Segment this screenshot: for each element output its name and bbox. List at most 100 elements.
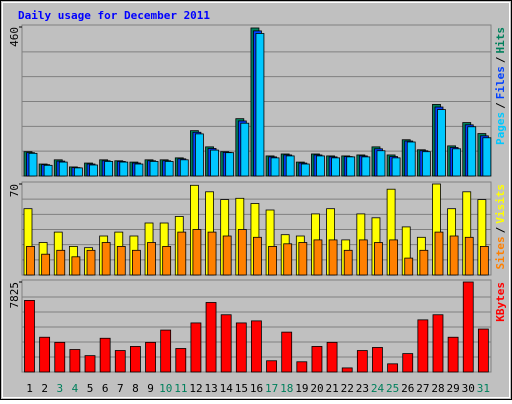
x-tick-label: 13 [204, 382, 217, 395]
bar [268, 245, 277, 276]
bar [251, 320, 262, 373]
x-tick-label: 2 [41, 382, 48, 395]
bar [298, 242, 308, 276]
x-tick-label: 4 [72, 382, 79, 395]
legend-entry: Hits [494, 27, 507, 54]
bar [71, 256, 81, 276]
bar [356, 350, 368, 373]
bar [402, 353, 414, 373]
bar [179, 159, 189, 177]
chart-title: Daily usage for December 2011 [18, 9, 210, 22]
bar [99, 337, 111, 373]
x-tick-label: 31 [477, 382, 490, 395]
legend-separator: / [494, 102, 507, 109]
bar [253, 236, 262, 276]
bar [482, 137, 492, 177]
x-tick-label: 17 [265, 382, 278, 395]
bar [449, 235, 459, 276]
bar [389, 239, 398, 276]
x-tick-label: 5 [87, 382, 94, 395]
bar [328, 239, 338, 276]
y-tick-label: 7825 [8, 282, 21, 309]
bar [358, 239, 368, 276]
bar [374, 242, 383, 276]
x-tick-label: 27 [416, 382, 429, 395]
legend-separator: / [494, 226, 507, 233]
bar [147, 242, 156, 276]
bar [270, 157, 280, 177]
bar [313, 239, 323, 276]
bar [41, 253, 51, 276]
bar [119, 161, 129, 177]
bar [255, 33, 265, 177]
bar [24, 300, 35, 373]
legend-entry: KBytes [494, 282, 507, 322]
bar [89, 164, 98, 177]
x-tick-label: 16 [250, 382, 263, 395]
bar [326, 341, 338, 373]
legend-entry: Sites [494, 236, 507, 269]
bar [477, 328, 489, 373]
bar [437, 109, 446, 177]
bar [361, 156, 371, 177]
bar [39, 336, 51, 373]
legend: Pages / Files / Hits [494, 27, 507, 145]
bar [56, 249, 66, 276]
bar [432, 314, 444, 373]
bar [296, 361, 308, 373]
bar [464, 236, 474, 276]
bar [331, 157, 340, 177]
bar [235, 322, 247, 373]
legend: Sites / Visits [494, 184, 507, 270]
bar [391, 157, 401, 177]
x-tick-label: 3 [57, 382, 64, 395]
legend-separator: / [494, 56, 507, 63]
bar [452, 148, 462, 177]
bar [421, 151, 431, 177]
bar [447, 336, 459, 373]
bar [192, 229, 202, 276]
x-tick-label: 11 [174, 382, 187, 395]
bar [240, 122, 250, 177]
x-tick-label: 9 [147, 382, 154, 395]
x-tick-label: 19 [295, 382, 308, 395]
bar [372, 347, 383, 373]
bar [54, 341, 66, 373]
bar [114, 350, 126, 373]
x-tick-label: 8 [132, 382, 139, 395]
bar [419, 249, 429, 276]
bar [101, 242, 111, 276]
bar [149, 161, 159, 177]
bar [417, 319, 429, 373]
legend-entry: Files [494, 66, 507, 99]
bar [225, 152, 235, 177]
x-tick-label: 28 [431, 382, 444, 395]
bar [43, 164, 53, 177]
x-tick-label: 6 [102, 382, 109, 395]
x-tick-label: 25 [386, 382, 399, 395]
x-tick-label: 18 [280, 382, 293, 395]
bar [73, 167, 83, 177]
bar [220, 314, 232, 373]
x-tick-label: 22 [341, 382, 354, 395]
bar [84, 355, 96, 373]
bar [195, 133, 204, 177]
bar [175, 348, 187, 373]
bar [376, 150, 386, 177]
border-inner [2, 2, 510, 398]
bar [26, 245, 35, 276]
legend: KBytes [494, 282, 507, 322]
bar [104, 161, 114, 177]
bar [343, 249, 353, 276]
bar [160, 329, 172, 373]
x-tick-label: 24 [371, 382, 385, 395]
bar [177, 231, 187, 276]
bar [190, 322, 202, 373]
legend-entry: Pages [494, 112, 507, 145]
x-tick-label: 30 [462, 382, 475, 395]
bar [300, 163, 310, 177]
bar [69, 349, 81, 373]
bar [28, 152, 38, 177]
bar [116, 245, 126, 276]
